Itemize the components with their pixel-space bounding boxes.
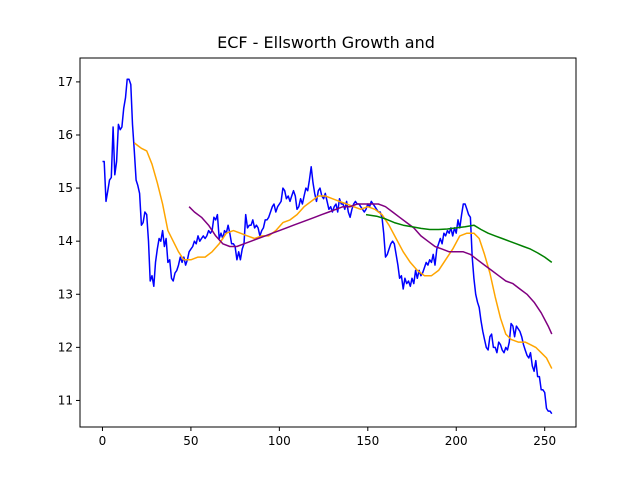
y-tick-label: 17 (58, 75, 73, 89)
x-tick-label: 250 (533, 434, 556, 448)
x-tick-label: 0 (99, 434, 107, 448)
y-tick-label: 11 (58, 393, 73, 407)
y-tick-label: 16 (58, 128, 73, 142)
plot-frame (79, 57, 577, 428)
series-line-4 (365, 213, 553, 264)
series-line-2 (133, 142, 553, 369)
series-layer (102, 78, 553, 415)
chart-title: ECF - Ellsworth Growth and (217, 33, 435, 52)
axis-layer: 0 50 100 150 200 250 11 12 13 14 15 16 17 (58, 75, 556, 448)
y-tick-label: 14 (58, 234, 73, 248)
x-tick-label: 200 (445, 434, 468, 448)
x-tick-label: 100 (268, 434, 291, 448)
y-tick-label: 15 (58, 181, 73, 195)
x-tick-label: 50 (183, 434, 198, 448)
y-tick-label: 13 (58, 287, 73, 301)
x-tick-label: 150 (356, 434, 379, 448)
series-line-3 (188, 203, 553, 335)
y-tick-label: 12 (58, 340, 73, 354)
series-line-1 (102, 78, 553, 415)
